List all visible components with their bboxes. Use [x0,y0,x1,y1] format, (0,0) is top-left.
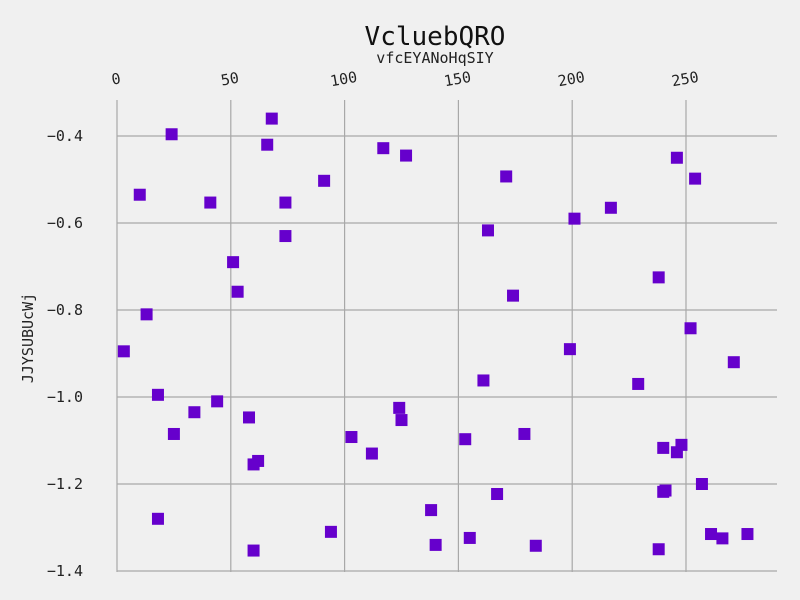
y-axis-label: JJYSUBUcWj [19,293,37,383]
data-point [365,447,378,460]
chart-title: VcluebQRO [365,22,506,52]
data-point [727,356,740,369]
x-tick-label: 250 [670,68,700,90]
data-point [165,128,178,141]
data-point [279,196,292,209]
data-point [204,196,217,209]
data-point [252,454,265,467]
y-tick-label: −0.4 [47,127,83,145]
data-point [400,149,413,162]
x-tick-label: 100 [329,68,359,90]
data-point [705,528,718,541]
y-tick-label: −1.0 [47,388,83,406]
data-point [657,441,670,454]
data-point [211,395,224,408]
data-point [151,388,164,401]
data-point [652,271,665,284]
data-point [188,406,201,419]
data-point [167,427,180,440]
data-point [604,201,617,214]
data-point [491,488,504,501]
grid [116,100,777,572]
x-tick-label: 0 [110,69,122,88]
data-point [429,538,442,551]
data-point [279,230,292,243]
data-point [117,345,130,358]
data-point [425,504,438,517]
data-point [227,256,240,269]
data-point [318,174,331,187]
data-point [563,343,576,356]
data-point [324,525,337,538]
data-point [670,151,683,164]
data-point [393,401,406,414]
y-tick-label: −1.4 [47,562,83,580]
y-tick-label: −1.2 [47,475,83,493]
data-point [741,528,754,541]
data-point [652,543,665,556]
y-tick-label: −0.6 [47,214,83,232]
data-point [140,308,153,321]
data-point [684,322,697,335]
data-point [133,188,146,201]
data-point [345,431,358,444]
data-point [632,377,645,390]
data-point [231,285,244,298]
x-tick-label: 200 [556,68,586,90]
data-point [716,532,729,545]
data-point [247,544,260,557]
data-point [695,478,708,490]
chart-subtitle: vfcEYANoHqSIY [376,49,493,67]
data-point [500,170,513,183]
data-point [459,433,472,446]
data-point [477,374,490,387]
data-point [151,512,164,525]
x-tick-label: 150 [443,68,473,90]
y-tick-label: −0.8 [47,301,83,319]
data-point [481,224,494,237]
data-point [243,411,256,424]
data-point [659,484,672,497]
data-point [568,212,581,225]
data-point [518,427,531,440]
data-points [117,112,754,557]
data-point [377,142,390,155]
data-point [395,414,408,427]
data-point [463,531,476,544]
data-point [261,138,274,151]
tick-labels: 0 50 100 150 200 250 −0.4 −0.6 −0.8 −1.0 −1.2 −1.4 [47,68,700,580]
data-point [675,438,688,451]
x-tick-label: 50 [219,69,240,90]
data-point [689,172,702,185]
data-point [265,112,278,125]
data-point [507,289,520,302]
data-point [529,539,542,552]
